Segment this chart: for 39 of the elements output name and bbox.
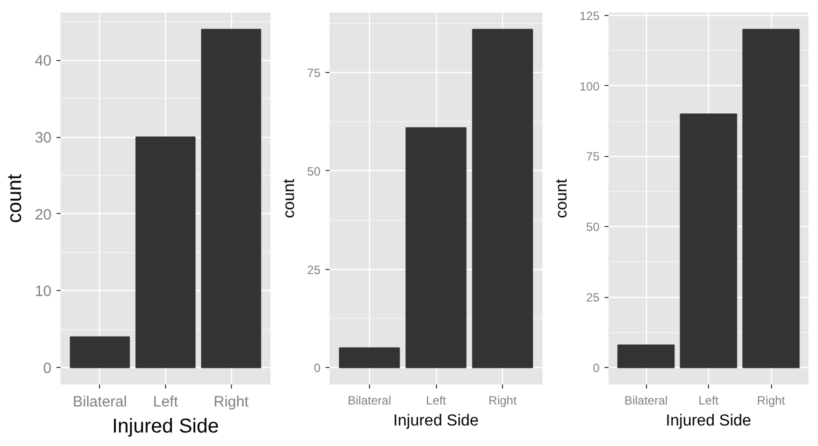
y-tick-label: 10 <box>34 283 52 300</box>
y-axis-title: count <box>4 174 26 223</box>
bar <box>201 28 262 368</box>
bar <box>742 28 800 368</box>
y-tick-label: 75 <box>307 66 321 80</box>
bar <box>406 127 466 368</box>
bar <box>338 347 400 368</box>
y-tick-label: 75 <box>586 150 600 164</box>
bar <box>70 336 130 368</box>
y-tick-label: 50 <box>586 220 600 234</box>
y-tick-label: 25 <box>586 290 600 305</box>
x-axis-title: Injured Side <box>666 412 752 430</box>
x-tick-label: Bilateral <box>624 394 668 408</box>
x-tick-label: Bilateral <box>72 394 127 410</box>
x-axis-title: Injured Side <box>112 416 219 438</box>
x-tick-label: Left <box>698 394 720 408</box>
bar <box>680 113 738 368</box>
y-tick-label: 20 <box>34 206 52 224</box>
x-tick-label: Bilateral <box>348 394 392 408</box>
y-tick-label: 0 <box>314 361 321 376</box>
y-tick-label: 25 <box>307 262 321 277</box>
y-tick-label: 125 <box>579 8 600 23</box>
x-tick-label: Right <box>488 394 518 408</box>
y-axis-title: count <box>553 178 570 218</box>
y-tick-label: 0 <box>592 361 600 376</box>
y-axis-title: count <box>281 178 298 218</box>
y-tick-label: 100 <box>579 79 600 94</box>
bar <box>617 344 675 368</box>
y-tick-label: 0 <box>43 360 52 378</box>
y-tick-label: 40 <box>34 52 52 70</box>
x-tick-label: Left <box>426 394 447 408</box>
bar <box>135 136 196 368</box>
x-axis-title: Injured Side <box>393 412 479 430</box>
bar <box>472 28 534 368</box>
x-tick-label: Left <box>152 394 179 410</box>
x-tick-label: Right <box>214 394 250 410</box>
y-tick-label: 30 <box>34 130 52 147</box>
x-tick-label: Right <box>756 394 786 408</box>
y-tick-label: 50 <box>307 164 321 178</box>
